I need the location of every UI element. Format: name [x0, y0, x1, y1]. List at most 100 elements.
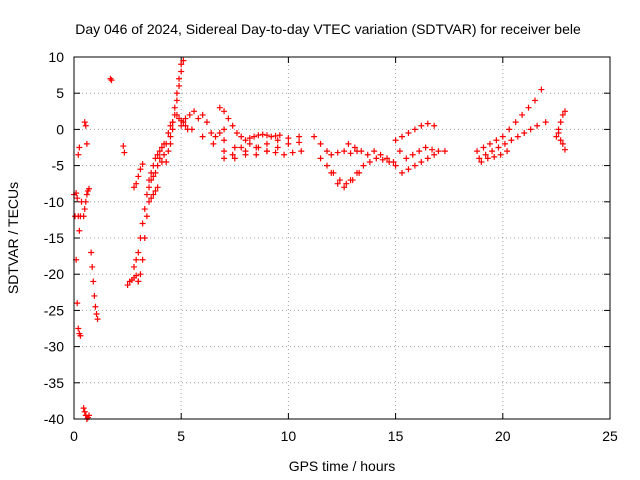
data-point	[364, 151, 371, 158]
data-point	[476, 155, 483, 162]
data-point	[253, 151, 260, 158]
data-point	[274, 144, 281, 151]
data-point	[186, 111, 193, 118]
data-point	[499, 133, 506, 140]
axis-ticks: 0 5 10 15 20 25 -40 -35 -30 -25 -20 -15 -10 -5 0 5 10	[44, 49, 618, 444]
data-point	[231, 155, 238, 162]
data-point	[341, 148, 348, 155]
data-point	[82, 198, 89, 205]
data-series	[476, 119, 549, 162]
data-point	[242, 148, 249, 155]
data-series	[553, 108, 568, 140]
data-series	[392, 120, 438, 144]
data-series	[311, 133, 361, 158]
data-point	[133, 256, 140, 263]
data-point	[274, 137, 281, 144]
data-point	[178, 122, 185, 129]
x-tick-label: 0	[70, 428, 78, 444]
data-point	[354, 169, 361, 176]
data-point	[392, 162, 399, 169]
data-point	[83, 191, 90, 198]
y-tick-label: -15	[44, 230, 64, 246]
data-point	[251, 133, 258, 140]
data-point	[429, 146, 436, 153]
data-point	[281, 151, 288, 158]
data-point	[411, 162, 418, 169]
chart-title: Day 046 of 2024, Sidereal Day-to-day VTE…	[75, 21, 581, 37]
data-point	[146, 177, 153, 184]
data-point	[347, 177, 354, 184]
data-point	[173, 97, 180, 104]
data-point	[418, 122, 425, 129]
data-point	[276, 132, 283, 139]
data-series	[135, 184, 161, 285]
x-axis-label: GPS time / hours	[289, 458, 396, 474]
data-point	[508, 137, 515, 144]
data-point	[358, 148, 365, 155]
data-point	[384, 155, 391, 162]
data-series	[399, 151, 438, 176]
data-point	[317, 140, 324, 147]
data-series	[120, 143, 128, 156]
data-point	[92, 303, 99, 310]
data-point	[167, 140, 174, 147]
data-point	[108, 77, 115, 84]
data-point	[176, 82, 183, 89]
data-point	[289, 149, 296, 156]
y-tick-label: -10	[44, 194, 64, 210]
data-point	[272, 132, 279, 139]
data-point	[75, 325, 82, 332]
data-point	[161, 151, 168, 158]
data-point	[210, 140, 217, 147]
data-point	[137, 166, 144, 173]
data-point	[89, 263, 96, 270]
data-point	[80, 405, 87, 412]
data-point	[345, 140, 352, 147]
data-point	[285, 135, 292, 142]
data-point	[86, 412, 93, 419]
data-point	[167, 122, 174, 129]
data-point	[212, 133, 219, 140]
data-point	[146, 184, 153, 191]
data-point	[422, 144, 429, 151]
data-point	[431, 151, 438, 158]
data-point	[390, 158, 397, 165]
data-point	[405, 166, 412, 173]
plot-frame	[73, 56, 611, 420]
data-point	[195, 115, 202, 122]
data-point	[139, 256, 146, 263]
data-point	[167, 133, 174, 140]
data-point	[341, 184, 348, 191]
data-series	[474, 86, 545, 155]
data-point	[268, 133, 275, 140]
y-tick-label: -25	[44, 302, 64, 318]
data-point	[561, 108, 568, 115]
data-point	[491, 153, 498, 160]
data-series	[131, 161, 146, 191]
data-point	[141, 206, 148, 213]
data-point	[229, 151, 236, 158]
data-point	[484, 155, 491, 162]
data-point	[317, 155, 324, 162]
data-series	[221, 140, 305, 162]
data-point	[221, 126, 228, 133]
data-point	[405, 130, 412, 137]
data-point	[323, 162, 330, 169]
data-point	[178, 61, 185, 68]
data-point	[233, 130, 240, 137]
data-point	[489, 148, 496, 155]
data-point	[557, 119, 564, 126]
data-point	[154, 151, 161, 158]
data-point	[323, 148, 330, 155]
data-point	[403, 155, 410, 162]
data-point	[538, 86, 545, 93]
data-point	[255, 144, 262, 151]
data-series	[71, 191, 84, 339]
data-point	[343, 180, 350, 187]
data-point	[480, 144, 487, 151]
data-point	[521, 130, 528, 137]
data-point	[156, 148, 163, 155]
data-point	[231, 144, 238, 151]
data-point	[180, 57, 187, 64]
data-point	[91, 292, 98, 299]
